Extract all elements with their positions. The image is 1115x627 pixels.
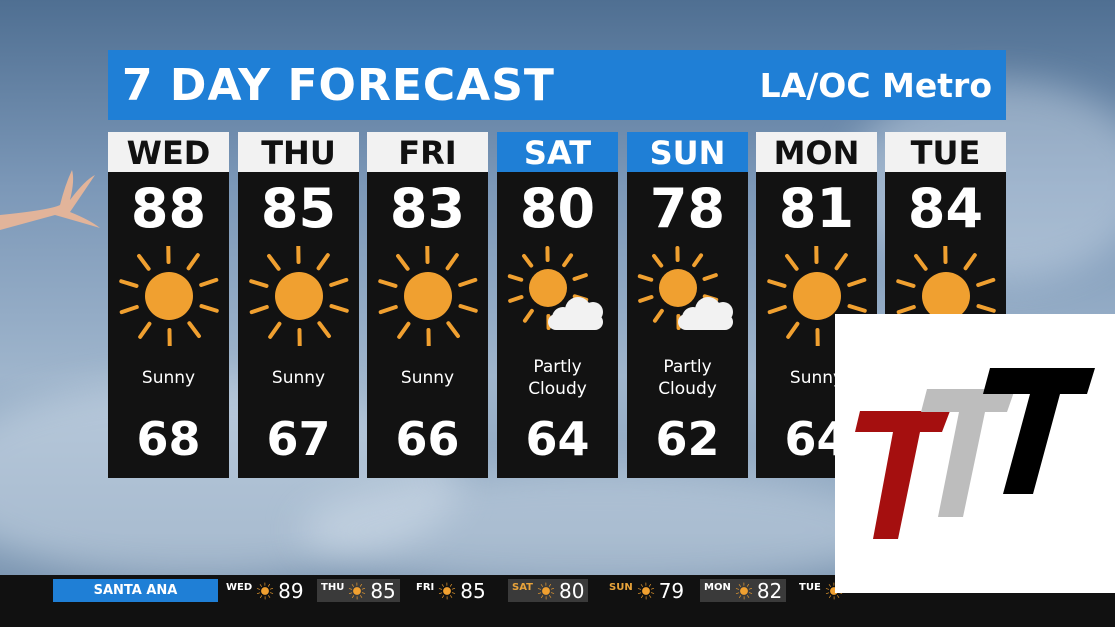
sun-icon [507,246,588,330]
day-column-sun: SUN 78 Partly Cloudy 62 [627,132,748,478]
ticker-temp: 85 [370,578,396,603]
day-column-fri: FRI 83 Sunny 66 [367,132,488,478]
sun-icon [537,581,555,600]
sun-icon [439,581,456,600]
ticker-temp: 79 [658,578,685,603]
sun-icon [377,246,478,346]
low-temp: 67 [266,412,331,466]
ticker-day: MON [704,582,731,593]
ticker-item: THU 85 [317,578,400,603]
ticker-item: SAT 80 [508,578,589,603]
low-temp: 68 [136,412,201,466]
sun-icon [349,581,366,600]
high-temp: 83 [389,177,466,240]
condition: Sunny [756,348,877,408]
ticker-day: WED [226,582,253,593]
day-label: WED [108,132,229,172]
sun-icon [895,246,996,346]
condition-text: Sunny [400,368,455,388]
ticker-item: MON 82 [700,578,787,603]
high-temp: 78 [649,177,726,240]
low-temp: 62 [655,412,720,466]
ticker-day: FRI [416,582,435,593]
day-column-sat: SAT 80 Partly Cloudy 64 [497,132,618,478]
partly-cloudy-icon [637,246,733,330]
day-label: TUE [885,132,1006,172]
ticker-item: SUN 79 [605,578,688,603]
high-temp: 80 [519,177,596,240]
page-title: 7 DAY FORECAST [122,59,555,111]
high-temp: 84 [907,177,984,240]
high-temp: 85 [260,177,337,240]
sun-icon [257,581,274,600]
ticker-item: FRI 85 [412,578,490,603]
condition-text: Sunny [789,368,844,388]
sun-icon [537,581,555,600]
ticker-temp: 80 [559,578,585,603]
condition-text: Sunny [141,368,196,388]
sun-icon [257,581,274,600]
sun-icon [895,246,996,346]
sun-icon [377,246,478,346]
sun-icon [118,246,219,346]
sun-icon [637,581,654,600]
condition-text: Sunny [271,368,326,388]
presenter-hand [0,170,100,230]
condition-text: Partly Cloudy [528,357,587,399]
ticker-day: TUE [799,582,821,593]
high-temp: 88 [130,177,207,240]
day-label: SUN [627,132,748,172]
ticker-temp: 85 [460,578,486,603]
sun-icon [118,246,219,346]
condition: Sunny [108,348,229,408]
ttt-logo-icon [855,368,1095,539]
ticker-day: SAT [512,582,533,593]
condition: Sunny [367,348,488,408]
condition: Partly Cloudy [627,348,748,408]
ticker-day: SUN [609,582,633,593]
condition: Partly Cloudy [497,348,618,408]
ticker-temp: 89 [278,578,304,603]
day-column-thu: THU 85 Sunny 67 [238,132,359,478]
ticker-item: WED 89 [222,578,308,603]
title-bar: 7 DAY FORECAST LA/OC Metro [108,50,1006,120]
sun-icon [439,581,456,600]
sun-icon [735,581,752,600]
cloud-icon [547,297,603,330]
partly-cloudy-icon [507,246,603,330]
condition: Sunny [238,348,359,408]
sun-icon [248,246,349,346]
day-label: MON [756,132,877,172]
condition-text: Partly Cloudy [658,357,717,399]
logo [835,314,1115,593]
day-column-wed: WED 88 Sunny 68 [108,132,229,478]
day-label: THU [238,132,359,172]
day-label: SAT [497,132,618,172]
ticker-location: SANTA ANA [53,579,218,602]
sun-icon [735,581,752,600]
sun-icon [349,581,366,600]
cloud-icon [677,297,733,330]
sun-icon [248,246,349,346]
day-label: FRI [367,132,488,172]
low-temp: 64 [525,412,590,466]
sun-icon [637,581,654,600]
high-temp: 81 [778,177,855,240]
sun-icon [637,246,718,330]
low-temp: 66 [395,412,460,466]
ticker-temp: 82 [756,578,783,603]
region-label: LA/OC Metro [759,65,992,105]
ticker-day: THU [321,582,345,593]
